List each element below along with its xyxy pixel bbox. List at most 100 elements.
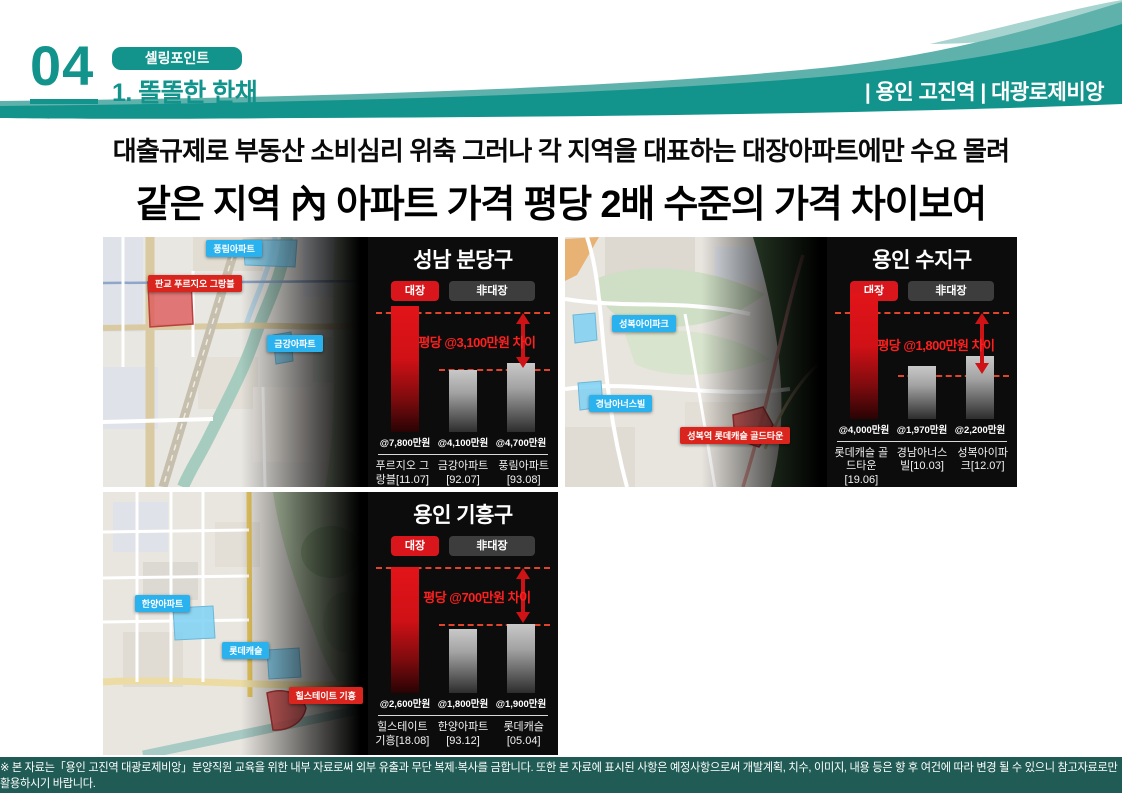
- axis-rule: [837, 440, 1007, 442]
- panel-bundang: 풍림아파트 판교 푸르지오 그랑블 금강아파트 성남 분당구 대장 非대장: [103, 237, 558, 487]
- chart-bundang: 성남 분당구 대장 非대장 평당 @3,100만원 차이: [368, 237, 558, 487]
- bars-group: [835, 292, 1009, 419]
- apt-date: [19.06]: [844, 473, 879, 486]
- map-label-pangyo-prugio: 판교 푸르지오 그랑블: [148, 274, 242, 292]
- bar-value: @4,100만원: [437, 438, 489, 450]
- map-label-lotte-castle: 롯데캐슬: [222, 641, 270, 659]
- map-label-geumgang: 금강아파트: [267, 334, 323, 352]
- map-giheung: 한양아파트 롯데캐슬 힐스테이트 기흥: [103, 492, 368, 755]
- map-fade-overlay: [103, 492, 368, 755]
- page-header: 04 셀링포인트 1. 똘똘한 한채 | 용인 고진역 | 대광로제비앙: [0, 0, 1122, 122]
- legend-non-leader-chip: 非대장: [449, 536, 535, 556]
- apt-date: [12.07]: [970, 460, 1005, 472]
- diff-arrow-icon: [975, 313, 989, 374]
- chart-legend: 대장 非대장: [368, 281, 558, 301]
- bar-name: 푸르지오 그랑블[11.07]: [372, 460, 433, 487]
- apt-date: [11.07]: [396, 473, 429, 486]
- apt-name: 성복아이파크: [957, 446, 1008, 473]
- bar-value: @2,200만원: [954, 424, 1006, 436]
- chart-title: 용인 기흥구: [413, 504, 513, 527]
- bar-name: 경남아너스빌[10.03]: [892, 447, 953, 488]
- price-diff-label: 평당 @700만원 차이: [423, 590, 531, 605]
- apt-date: [93.12]: [446, 734, 480, 747]
- diff-arrow-icon: [516, 313, 530, 368]
- bar-chart-plot: 평당 @700만원 차이: [376, 567, 550, 693]
- map-label-pungnim: 풍림아파트: [206, 239, 262, 257]
- bar-value: @1,800만원: [437, 699, 489, 710]
- legend-leader-chip: 대장: [391, 281, 439, 301]
- bar-leader: [391, 306, 419, 433]
- bar-name: 금강아파트[92.07]: [433, 460, 494, 487]
- price-diff-label: 평당 @1,800만원 차이: [877, 338, 995, 353]
- chart-title: 성남 분당구: [413, 249, 513, 272]
- project-label: | 용인 고진역 | 대광로제비앙: [864, 81, 1105, 104]
- map-suji: 성복아이파크 경남아너스빌 성복역 롯데캐슬 골드타운: [565, 237, 827, 487]
- chart-suji: 용인 수지구 대장 非대장 평당 @1,800만원 차이: [827, 237, 1017, 487]
- bars-group: [376, 306, 550, 433]
- apt-date: [93.08]: [506, 473, 541, 486]
- bar-name: 롯데캐슬 골드타운[19.06]: [831, 447, 892, 488]
- bar-leader: [850, 292, 878, 419]
- bar-name: 풍림아파트[93.08]: [493, 460, 554, 487]
- bar-value: @4,700만원: [495, 438, 547, 450]
- apt-name: 풍림아파트: [498, 460, 549, 472]
- bar-value-labels: @7,800만원 @4,100만원 @4,700만원: [376, 435, 550, 449]
- panel-row-1: 풍림아파트 판교 푸르지오 그랑블 금강아파트 성남 분당구 대장 非대장: [103, 237, 1019, 487]
- bar-value: @7,800만원: [379, 438, 431, 450]
- section-title: 1. 똘똘한 한채: [112, 79, 258, 107]
- apt-date: [05.04]: [506, 734, 541, 747]
- apt-name: 푸르지오 그랑블: [375, 460, 430, 486]
- disclaimer-text: ※ 본 자료는「용인 고진역 대광로제비앙」분양직원 교육을 위한 내부 자료로…: [0, 762, 1118, 790]
- apt-name: 힐스테이트 기흥: [375, 721, 428, 747]
- header-swoosh-graphic: [0, 0, 1122, 119]
- apt-name: 롯데캐슬 골드타운: [834, 446, 889, 473]
- dotted-line-top: [835, 312, 1009, 314]
- bar-chart-plot: 평당 @3,100만원 차이: [376, 306, 550, 433]
- apt-name: 롯데캐슬: [503, 721, 544, 733]
- headline-block: 대출규제로 부동산 소비심리 위축 그러나 각 지역을 대표하는 대장아파트에만…: [0, 131, 1122, 228]
- map-label-lotte-goldtown: 성복역 롯데캐슬 골드타운: [680, 427, 791, 444]
- axis-rule: [378, 715, 548, 716]
- bar-value: @1,970만원: [896, 424, 948, 436]
- bars-group: [376, 567, 550, 693]
- dotted-line-low: [897, 375, 1009, 377]
- bar-value-labels: @2,600만원 @1,800만원 @1,900만원: [376, 696, 550, 710]
- dotted-line-top: [376, 567, 550, 569]
- bar-name: 힐스테이트 기흥[18.08]: [372, 721, 433, 748]
- section-number: 04: [30, 34, 95, 97]
- chart-title: 용인 수지구: [872, 249, 972, 272]
- disclaimer-bar: ※ 본 자료는「용인 고진역 대광로제비앙」분양직원 교육을 위한 내부 자료로…: [0, 757, 1122, 793]
- apt-date: [18.08]: [395, 734, 430, 747]
- map-bundang: 풍림아파트 판교 푸르지오 그랑블 금강아파트: [103, 237, 368, 487]
- dotted-line-top: [376, 312, 550, 314]
- map-label-hillstate: 힐스테이트 기흥: [288, 686, 363, 704]
- bar-chart-plot: 평당 @1,800만원 차이: [835, 292, 1009, 419]
- selling-point-badge: 셀링포인트: [112, 47, 242, 70]
- apt-date: [10.03]: [910, 460, 944, 472]
- headline-line2: 같은 지역 內 아파트 가격 평당 2배 수준의 가격 차이보여: [136, 184, 987, 226]
- section-number-underline: [30, 99, 98, 104]
- map-label-gyeongnam: 경남아너스빌: [588, 394, 653, 412]
- bar-name: 성복아이파크[12.07]: [952, 447, 1013, 488]
- axis-rule: [378, 454, 548, 455]
- legend-non-leader-chip: 非대장: [449, 281, 535, 301]
- bar-non-leader-1: [449, 370, 477, 433]
- map-label-seongbok-ipark: 성복아이파크: [612, 314, 676, 332]
- panel-giheung: 한양아파트 롯데캐슬 힐스테이트 기흥 용인 기흥구 대장 非대장 평당 @70…: [103, 492, 558, 755]
- legend-non-leader-chip: 非대장: [908, 281, 994, 301]
- map-fade-overlay: [565, 237, 827, 487]
- bar-value: @2,600만원: [379, 699, 431, 710]
- bar-non-leader-2: [507, 363, 535, 433]
- apt-date: [92.07]: [446, 473, 480, 486]
- price-diff-label: 평당 @3,100만원 차이: [418, 335, 536, 350]
- bar-name-labels: 푸르지오 그랑블[11.07] 금강아파트[92.07] 풍림아파트[93.08…: [372, 460, 554, 487]
- diff-arrow-icon: [516, 568, 530, 623]
- chart-legend: 대장 非대장: [368, 536, 558, 556]
- panels-container: 풍림아파트 판교 푸르지오 그랑블 금강아파트 성남 분당구 대장 非대장: [103, 237, 1019, 755]
- bar-value: @4,000만원: [838, 424, 890, 436]
- apt-name: 금강아파트: [437, 460, 489, 472]
- headline-line1: 대출규제로 부동산 소비심리 위축 그러나 각 지역을 대표하는 대장아파트에만…: [112, 136, 1010, 166]
- dotted-line-low: [438, 624, 550, 626]
- bar-value: @1,900만원: [495, 699, 547, 710]
- bar-value-labels: @4,000만원 @1,970만원 @2,200만원: [835, 422, 1009, 436]
